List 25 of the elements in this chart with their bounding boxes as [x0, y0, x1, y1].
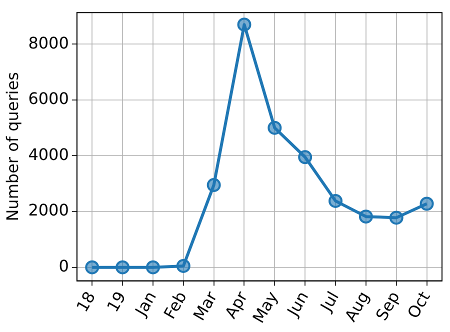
point — [389, 210, 404, 225]
y-tick-label: 0 — [58, 256, 69, 276]
x-tick-label: Oct — [404, 288, 434, 322]
point — [85, 260, 100, 274]
point — [328, 194, 343, 208]
y-tick-label: 4000 — [28, 144, 69, 164]
x-tick-label: Feb — [160, 288, 190, 322]
point — [298, 150, 312, 164]
x-tick-label: Jun — [282, 288, 312, 320]
x-tick-label: 18 — [72, 288, 100, 316]
x-tick-label: Jan — [130, 288, 160, 320]
point — [176, 258, 190, 273]
point — [237, 18, 252, 32]
point — [206, 178, 221, 192]
point — [268, 120, 282, 135]
y-axis-title: Number of queries — [2, 72, 22, 222]
y-tick-label: 2000 — [28, 200, 69, 220]
point — [116, 260, 130, 274]
x-tick-label: 19 — [102, 288, 130, 316]
x-tick-label: Jul — [316, 288, 343, 316]
y-tick-label: 8000 — [28, 33, 69, 52]
point — [420, 196, 434, 211]
point — [146, 260, 160, 274]
y-tick-label: 6000 — [28, 89, 69, 108]
point — [358, 210, 373, 224]
